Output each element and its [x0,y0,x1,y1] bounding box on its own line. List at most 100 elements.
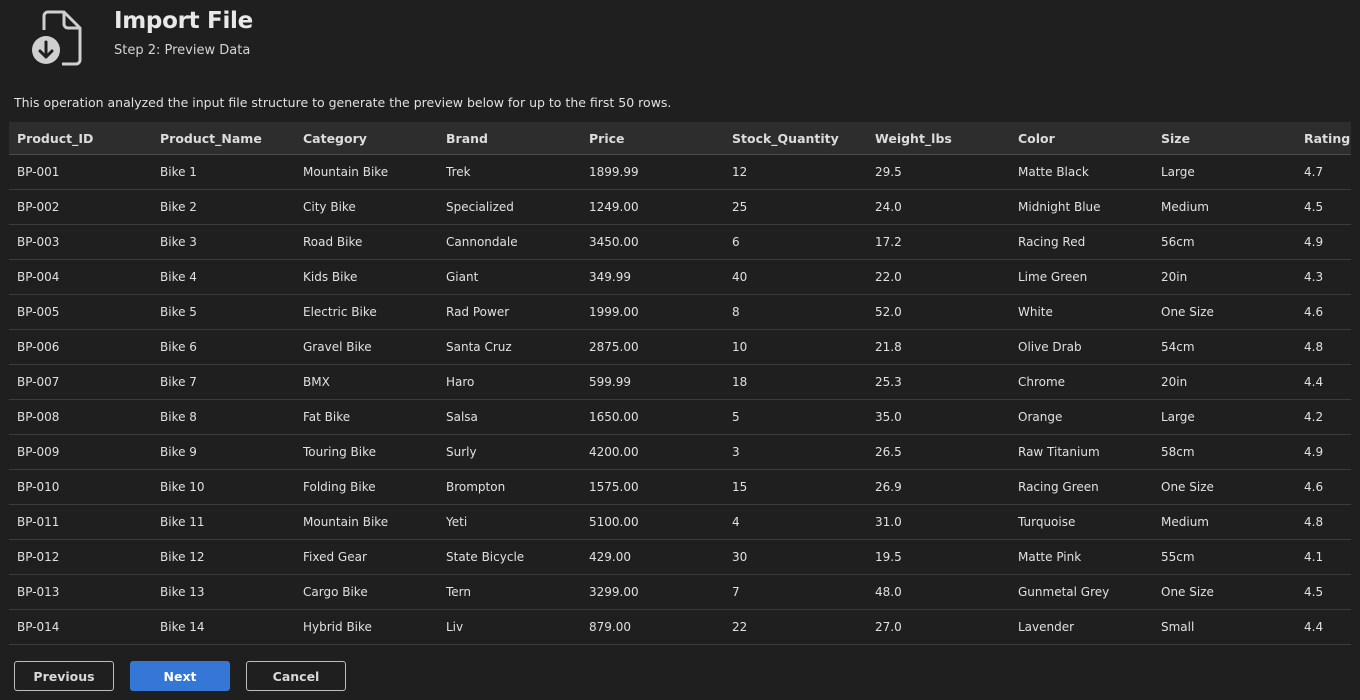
table-cell: 20in [1161,270,1188,284]
table-cell: Haro [446,375,475,389]
table-cell: Brompton [446,480,506,494]
cancel-button[interactable]: Cancel [246,661,346,691]
table-cell: Mountain Bike [303,165,389,179]
table-cell: 4.6 [1304,480,1324,494]
table-cell: BP-002 [17,200,60,214]
table-cell: Giant [446,270,479,284]
table-cell: Matte Black [1018,165,1089,179]
table-row: BP-011 Bike 11 Mountain Bike Yeti 5100.00 4 31… [9,505,1351,540]
table-row: BP-009 Bike 9 Touring Bike Surly 4200.00 3 26.… [9,435,1351,470]
column-header: Price [589,130,625,146]
table-cell: 58cm [1161,445,1195,459]
table-row: BP-010 Bike 10 Folding Bike Brompton 1575.00… [9,470,1351,505]
table-cell: White [1018,305,1053,319]
table-cell: 1899.99 [589,165,639,179]
table-cell: BP-006 [17,340,60,354]
table-cell: Cargo Bike [303,585,368,599]
table-cell: 52.0 [875,305,902,319]
table-cell: Bike 6 [160,340,197,354]
column-header: Product_ID [17,130,94,146]
table-cell: Bike 3 [160,235,197,249]
column-header: Color [1018,130,1055,146]
table-cell: 3450.00 [589,235,639,249]
previous-button[interactable]: Previous [14,661,114,691]
table-cell: 4.5 [1304,200,1324,214]
table-cell: 1575.00 [589,480,639,494]
next-button[interactable]: Next [130,661,230,691]
table-cell: 4.8 [1304,340,1324,354]
table-cell: 56cm [1161,235,1195,249]
table-cell: Bike 13 [160,585,205,599]
table-cell: 4.9 [1304,445,1324,459]
table-cell: Fixed Gear [303,550,367,564]
table-cell: Rad Power [446,305,510,319]
table-cell: Salsa [446,410,478,424]
table-cell: 4.1 [1304,550,1324,564]
table-cell: 30 [732,550,748,564]
table-cell: Bike 12 [160,550,205,564]
table-cell: City Bike [303,200,356,214]
preview-table: Product_ID Product_Name Category Brand Price… [9,122,1351,645]
table-cell: One Size [1161,585,1214,599]
table-cell: Bike 10 [160,480,205,494]
table-cell: BP-004 [17,270,60,284]
table-cell: BP-001 [17,165,60,179]
table-cell: Touring Bike [303,445,377,459]
table-cell: Specialized [446,200,514,214]
table-cell: Bike 2 [160,200,197,214]
table-row: BP-006 Bike 6 Gravel Bike Santa Cruz 2875.00… [9,330,1351,365]
table-cell: 4.4 [1304,375,1324,389]
table-cell: Bike 1 [160,165,197,179]
table-header-row: Product_ID Product_Name Category Brand Price… [9,122,1351,155]
table-cell: Bike 4 [160,270,197,284]
table-cell: One Size [1161,480,1214,494]
table-cell: 8 [732,305,740,319]
table-cell: Surly [446,445,477,459]
table-cell: Hybrid Bike [303,620,372,634]
table-cell: 4.2 [1304,410,1324,424]
table-cell: Tern [446,585,472,599]
table-cell: Liv [446,620,464,634]
table-cell: 4.7 [1304,165,1324,179]
table-cell: Large [1161,165,1195,179]
table-cell: Medium [1161,515,1209,529]
column-header: Brand [446,130,488,146]
file-import-icon [28,8,84,68]
table-cell: 4.3 [1304,270,1324,284]
table-row: BP-005 Bike 5 Electric Bike Rad Power 1999.0… [9,295,1351,330]
table-row: BP-002 Bike 2 City Bike Specialized 1249.00 2… [9,190,1351,225]
table-cell: 17.2 [875,235,902,249]
table-cell: 21.8 [875,340,902,354]
column-header: Product_Name [160,130,262,146]
page-subtitle: Step 2: Preview Data [114,43,251,58]
table-cell: Bike 11 [160,515,205,529]
table-cell: Gunmetal Grey [1018,585,1110,599]
table-cell: BP-003 [17,235,60,249]
table-cell: Large [1161,410,1195,424]
table-cell: Fat Bike [303,410,351,424]
table-cell: Midnight Blue [1018,200,1101,214]
table-cell: 5100.00 [589,515,639,529]
table-cell: BP-012 [17,550,60,564]
table-cell: 6 [732,235,740,249]
table-cell: 29.5 [875,165,902,179]
table-cell: Olive Drab [1018,340,1082,354]
table-cell: Santa Cruz [446,340,512,354]
table-cell: Trek [446,165,471,179]
table-cell: 18 [732,375,748,389]
table-cell: Kids Bike [303,270,358,284]
table-row: BP-013 Bike 13 Cargo Bike Tern 3299.00 7 48.0 G… [9,575,1351,610]
table-cell: Road Bike [303,235,363,249]
table-cell: 24.0 [875,200,902,214]
column-header: Size [1161,130,1191,146]
table-cell: 22 [732,620,748,634]
table-cell: 19.5 [875,550,902,564]
table-cell: 4.4 [1304,620,1324,634]
table-row: BP-014 Bike 14 Hybrid Bike Liv 879.00 22 27.0 L… [9,610,1351,645]
table-cell: 10 [732,340,748,354]
table-cell: 599.99 [589,375,631,389]
table-cell: 1999.00 [589,305,639,319]
table-cell: BP-010 [17,480,60,494]
table-cell: 20in [1161,375,1188,389]
table-cell: Cannondale [446,235,518,249]
